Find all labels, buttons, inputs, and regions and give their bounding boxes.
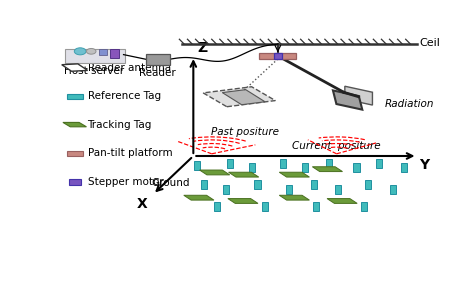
Polygon shape [222,90,265,105]
Bar [375,159,382,168]
Polygon shape [345,86,373,105]
Bar [194,161,200,170]
Circle shape [74,48,86,55]
Bar [354,164,360,172]
Text: Y: Y [419,158,429,172]
Text: Reader antenna: Reader antenna [88,62,171,73]
Bar [262,202,268,211]
Text: Reference Tag: Reference Tag [88,91,161,101]
Bar [69,179,81,184]
Bar [255,180,261,189]
Bar [99,49,107,55]
Text: Z: Z [197,41,207,55]
Polygon shape [312,167,343,172]
Text: Tracking Tag: Tracking Tag [88,120,152,130]
Text: Ground: Ground [151,178,190,188]
Text: Radiation: Radiation [385,99,435,109]
Bar [274,53,282,59]
Text: Current  positure: Current positure [292,141,381,151]
Bar [249,164,255,172]
Text: Host server: Host server [64,66,124,76]
Text: Reader: Reader [139,68,176,78]
Circle shape [86,48,96,54]
Bar [285,186,292,194]
Bar [214,202,220,211]
Text: Stepper motor: Stepper motor [88,177,163,187]
Polygon shape [228,199,258,203]
Bar [401,164,408,172]
Bar [223,186,229,194]
Text: X: X [137,197,147,211]
Bar [326,159,332,168]
Bar [109,49,119,58]
Bar [227,159,233,168]
Bar [365,180,371,189]
Polygon shape [184,195,214,200]
FancyBboxPatch shape [65,49,125,63]
Polygon shape [63,123,86,127]
Polygon shape [279,172,310,177]
Bar [361,202,367,211]
Polygon shape [200,170,230,175]
Bar [66,151,83,156]
Polygon shape [333,90,362,110]
Polygon shape [279,195,310,200]
Bar [302,164,308,172]
Bar [335,186,341,194]
Bar [280,159,286,168]
Polygon shape [327,199,357,203]
Bar [311,180,318,189]
Polygon shape [62,64,88,71]
Text: Ceil: Ceil [419,38,440,48]
Bar [66,94,83,99]
Bar [390,186,396,194]
Text: Pan-tilt platform: Pan-tilt platform [88,148,172,158]
Bar [313,202,319,211]
Text: Past positure: Past positure [211,127,279,137]
FancyBboxPatch shape [146,54,170,65]
Polygon shape [228,172,259,177]
Bar [201,180,207,189]
Polygon shape [203,87,275,107]
Bar [259,53,296,59]
